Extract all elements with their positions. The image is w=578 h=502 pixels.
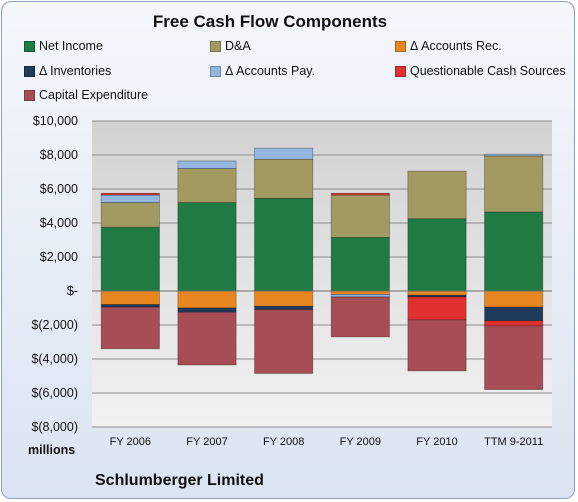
legend-item-accounts-rec: Δ Accounts Rec. (395, 39, 502, 53)
bar-segment (254, 147, 314, 160)
bar-segment (177, 311, 237, 366)
y-tick-label: $4,000 (40, 216, 78, 230)
x-tick-label: FY 2007 (186, 436, 227, 448)
bar-segment (177, 307, 237, 313)
bar-segment (484, 306, 544, 322)
y-tick-label: $(4,000) (31, 352, 78, 366)
bar-segment (484, 211, 544, 292)
legend-label: Net Income (39, 39, 103, 53)
legend-item-inventories: Δ Inventories (24, 64, 111, 78)
bar-segment (330, 194, 390, 238)
legend-swatch (395, 65, 406, 77)
bar-segment (484, 290, 544, 308)
company-name: Schlumberger Limited (95, 472, 264, 489)
bar-segment (177, 168, 237, 204)
bar-segment (407, 290, 467, 296)
legend-swatch (24, 40, 35, 52)
legend-label: Δ Inventories (39, 64, 112, 78)
bar-segment (100, 194, 160, 203)
legend-label: D&A (225, 39, 251, 53)
bar-segment (100, 192, 160, 196)
y-tick-label: $10,000 (33, 114, 78, 128)
bar-segment (100, 306, 160, 350)
x-tick-label: FY 2010 (416, 436, 457, 448)
legend-swatch (210, 65, 221, 77)
y-tick-label: $8,000 (40, 148, 78, 162)
legend-item-accounts-pay: Δ Accounts Pay. (210, 64, 315, 78)
bars (100, 147, 544, 391)
legend-item-net-income: Net Income (24, 39, 103, 53)
x-tick-label: FY 2006 (110, 436, 151, 448)
plot-area (92, 121, 552, 427)
bar-segment (407, 296, 467, 321)
y-tick-label: $(2,000) (31, 318, 78, 332)
bar-segment (254, 197, 314, 292)
bar-segment (254, 290, 314, 307)
bar-segment (330, 237, 390, 292)
legend-label: Δ Accounts Pay. (225, 64, 316, 78)
bar-segment (254, 309, 314, 374)
bar-segment (177, 290, 237, 309)
bar-segment (100, 290, 160, 306)
chart-title: Free Cash Flow Components (152, 12, 388, 31)
bar-segment (330, 296, 390, 338)
bar-segment (484, 153, 544, 157)
bar-segment (254, 305, 314, 311)
bar-segment (407, 319, 467, 372)
gridlines (92, 120, 552, 428)
bar-segment (254, 158, 314, 199)
bar-segment (330, 192, 390, 196)
legend-swatch (395, 40, 406, 52)
bar-segment (100, 226, 160, 292)
legend-label: Questionable Cash Sources (410, 64, 566, 78)
bar-segment (100, 202, 160, 228)
bar-segment (407, 218, 467, 292)
bar-segment (407, 170, 467, 220)
legend-swatch (210, 40, 221, 52)
bar-segment (484, 155, 544, 213)
y-tick-label: $2,000 (40, 250, 78, 264)
legend-label: Capital Expenditure (39, 88, 149, 102)
y-tick-label: $- (67, 284, 78, 298)
y-tick-label: $6,000 (40, 182, 78, 196)
legend-item-questionable: Questionable Cash Sources (395, 64, 566, 78)
legend-swatch (24, 65, 35, 77)
y-axis-unit-label: millions (28, 443, 76, 457)
x-tick-label: FY 2009 (340, 436, 381, 448)
x-tick-label: FY 2008 (263, 436, 304, 448)
bar-segment (484, 320, 544, 327)
legend-swatch (24, 89, 35, 101)
y-tick-label: $(8,000) (31, 420, 78, 434)
y-tick-label: $(6,000) (31, 386, 78, 400)
bar-segment (330, 293, 390, 298)
legend-label: Δ Accounts Rec. (410, 39, 502, 53)
axes: $10,000 $8,000 $6,000 $4,000 $2,000 $- $(2,000… (31, 114, 552, 448)
legend-item-capex: Capital Expenditure (24, 88, 148, 102)
bar-segment (177, 202, 237, 292)
bar-segment (177, 160, 237, 169)
x-tick-label: TTM 9-2011 (484, 436, 543, 448)
bar-segment (330, 290, 390, 295)
legend-item-da: D&A (210, 39, 251, 53)
bar-segment (484, 325, 544, 391)
